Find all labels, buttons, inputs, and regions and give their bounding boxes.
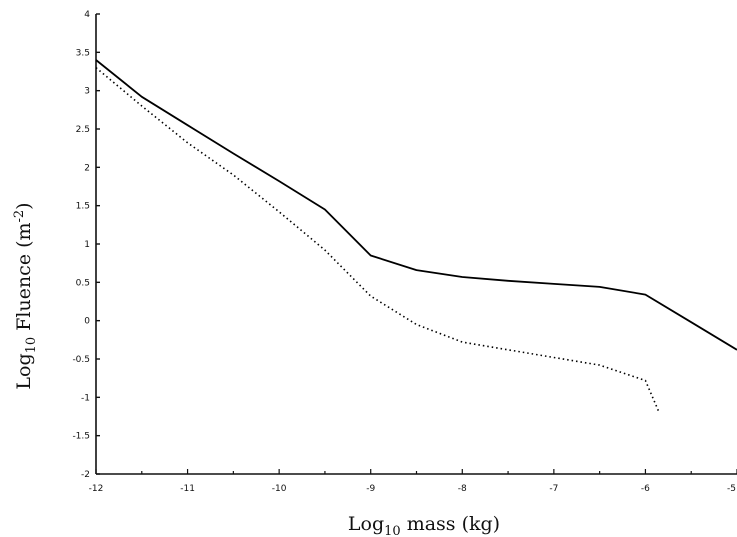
y-title-rest: Fluence (m [13,222,35,336]
y-tick-label: -1.5 [72,432,90,442]
x-title-rest: mass (kg) [401,513,500,535]
y-title-sup: -2 [12,210,27,223]
y-title-prefix: Log [13,353,35,389]
y-tick-label: 3 [84,87,90,97]
y-tick-label: -0.5 [72,355,90,365]
series-line-solid [95,59,737,351]
y-axis-title: Log10 Fluence (m-2) [12,202,39,389]
x-tick-label: -6 [641,484,650,494]
y-tick-label: -2 [81,470,90,480]
y-tick-label: 1 [84,240,90,250]
x-tick-label: -11 [180,484,195,494]
x-tick-label: -9 [366,484,375,494]
y-ticks: 4 3.5 3 2.5 2 1.5 1 0.5 0 -0.5 -1 -1.5 -2 [72,10,100,480]
series-layer [95,59,737,414]
y-tick-label: 2.5 [76,125,90,135]
y-tick-label: 0.5 [76,278,90,288]
x-tick-label: -5 [727,484,736,494]
y-tick-label: 1.5 [76,202,90,212]
x-tick-label: -8 [458,484,467,494]
x-ticks: -12 -11 -10 -9 -8 -7 -6 -5 [89,469,737,494]
y-tick-label: 0 [84,317,90,327]
x-title-sub: 10 [384,524,401,537]
series-line-dotted [95,67,660,414]
axes [95,14,737,475]
x-axis-title: Log10 mass (kg) [348,513,500,537]
y-title-end: ) [13,202,35,209]
y-tick-label: -1 [81,393,90,403]
x-title-prefix: Log [348,513,384,535]
y-title-sub: 10 [24,337,39,354]
y-tick-label: 2 [84,163,90,173]
x-tick-label: -10 [272,484,287,494]
x-tick-label: -7 [549,484,558,494]
x-tick-label: -12 [89,484,104,494]
y-tick-label: 3.5 [76,48,90,58]
y-tick-label: 4 [84,10,90,20]
